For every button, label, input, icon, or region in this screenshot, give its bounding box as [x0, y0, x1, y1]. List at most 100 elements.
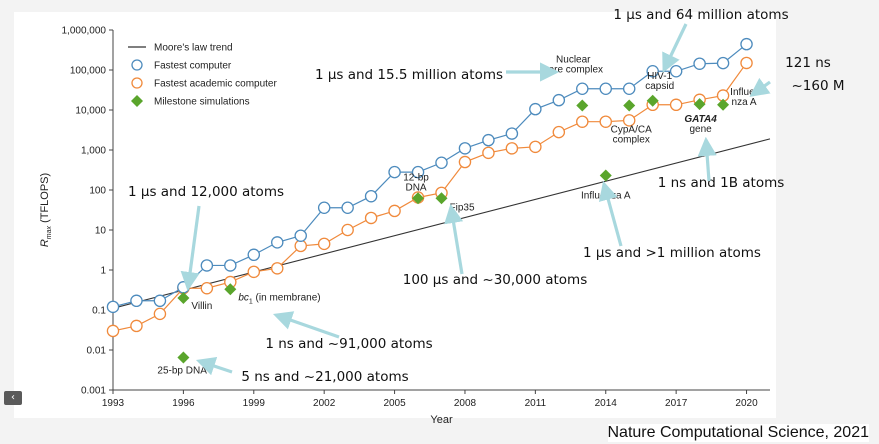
y-tick-label: 0.01 — [87, 346, 107, 357]
academic-computer-line — [112, 62, 748, 332]
academic-computer-point — [529, 140, 542, 154]
x-tick-label: 2005 — [383, 398, 406, 409]
milestone-point — [693, 98, 706, 111]
callout-arrow — [180, 205, 201, 292]
academic-computer-point — [622, 114, 636, 127]
milestone-point — [623, 99, 636, 112]
y-axis-title: Rmax (TFLOPS) — [39, 173, 53, 247]
academic-computer-point — [458, 155, 472, 169]
y-tick-label: 100,000 — [70, 66, 107, 77]
annotation-label-line2: DNA — [405, 182, 426, 193]
callout-text: 5 ns and ~21,000 atoms — [241, 369, 408, 385]
milestone-point — [177, 291, 190, 304]
fastest-computer-point — [646, 65, 659, 78]
annotation-label: 25-bp DNA — [157, 365, 207, 376]
x-tick-label: 1999 — [243, 398, 266, 409]
callout-arrow — [697, 136, 717, 182]
fastest-computer-point — [576, 82, 589, 95]
chevron-left-icon[interactable]: ‹ — [4, 391, 22, 405]
fastest-computer-point — [364, 189, 378, 203]
milestone-point — [717, 98, 730, 111]
academic-computer-point — [576, 115, 589, 128]
annotation-label: 12-bp — [403, 172, 429, 183]
callout-text: 1 ns and ~91,000 atoms — [265, 336, 432, 352]
annotation-label: HIV-1 — [647, 71, 672, 82]
callout-text: 1 µs and 15.5 million atoms — [315, 67, 503, 83]
source-caption: Nature Computational Science, 2021 — [607, 424, 869, 442]
x-tick-label: 2020 — [735, 398, 758, 409]
academic-computer-point — [388, 204, 401, 218]
fastest-computer-point — [716, 56, 730, 70]
fastest-computer-point — [529, 102, 542, 116]
annotation-label: Influe- — [730, 87, 758, 98]
legend-academic-swatch — [131, 77, 143, 89]
callout-text: 1 µs and >1 million atoms — [583, 245, 761, 261]
legend-label: Milestone simulations — [154, 97, 250, 108]
callout-text: 1 µs and 64 million atoms — [613, 7, 788, 23]
moores-law-trend-line — [112, 138, 771, 309]
fastest-computer-point — [505, 127, 519, 140]
annotation-label-line2: gene — [689, 124, 712, 135]
fastest-computer-point — [482, 133, 495, 147]
fastest-computer-point — [200, 259, 214, 272]
milestone-point — [646, 94, 659, 107]
annotation-label: CypA/CA — [611, 124, 652, 135]
fastest-computer-point — [317, 201, 331, 214]
annotation-label-line2: nza A — [732, 97, 757, 108]
academic-computer-point — [317, 237, 331, 251]
fastest-computer-point — [552, 93, 566, 107]
fastest-computer-point — [669, 65, 683, 78]
legend-label: Fastest academic computer — [154, 79, 277, 90]
annotation-label-line2: complex — [613, 134, 650, 145]
academic-computer-point — [106, 324, 120, 338]
academic-computer-point — [294, 239, 307, 253]
annotation-label: GATA4 — [684, 114, 717, 125]
y-axis-title-unit: (TFLOPS) — [39, 173, 51, 226]
callout-text: 1 µs and 12,000 atoms — [128, 184, 284, 200]
x-tick-label: 2014 — [595, 398, 618, 409]
callout-arrow — [598, 180, 623, 247]
annotation-label-line2: core complex — [544, 64, 603, 75]
x-tick-label: 2017 — [665, 398, 688, 409]
callout-text: ~160 M — [791, 78, 844, 94]
fastest-computer-point — [270, 236, 284, 249]
annotation-label: Nuclear — [556, 54, 591, 65]
milestone-point — [412, 192, 425, 205]
fastest-computer-line — [112, 43, 747, 308]
y-tick-label: 100 — [89, 186, 106, 197]
callout-text: 121 ns — [785, 55, 831, 71]
academic-computer-point — [200, 281, 214, 295]
fastest-computer-point — [106, 300, 120, 314]
fastest-computer-point — [224, 259, 237, 272]
annotation-suffix: (in membrane) — [253, 292, 321, 303]
x-axis-title: Year — [430, 414, 453, 426]
fastest-computer-point — [341, 201, 354, 214]
x-tick-label: 2008 — [454, 398, 477, 409]
x-tick-label: 2002 — [313, 398, 336, 409]
callout-arrow — [662, 23, 688, 73]
callout-arrow — [195, 356, 233, 376]
callout-arrow — [749, 77, 771, 97]
legend-fastest-swatch — [131, 59, 143, 71]
annotation-subscript: 1 — [249, 298, 253, 305]
fastest-computer-point — [458, 142, 472, 155]
y-axis-title-symbol: R — [39, 239, 51, 247]
fastest-computer-point — [740, 37, 753, 51]
fastest-computer-point — [153, 294, 167, 308]
academic-computer-point — [482, 146, 495, 160]
academic-computer-point — [552, 125, 566, 139]
academic-computer-point — [364, 211, 378, 225]
academic-computer-point — [270, 262, 284, 275]
fastest-computer-point — [599, 82, 613, 95]
y-tick-label: 10 — [95, 226, 107, 237]
milestone-point — [224, 283, 237, 296]
milestone-point — [576, 99, 589, 112]
annotation-label-line2: capsid — [645, 81, 674, 92]
x-tick-label: 1993 — [102, 398, 125, 409]
x-tick-label: 2011 — [525, 398, 547, 409]
academic-computer-point — [669, 98, 683, 112]
fastest-computer-point — [693, 57, 706, 70]
academic-computer-point — [599, 115, 613, 128]
